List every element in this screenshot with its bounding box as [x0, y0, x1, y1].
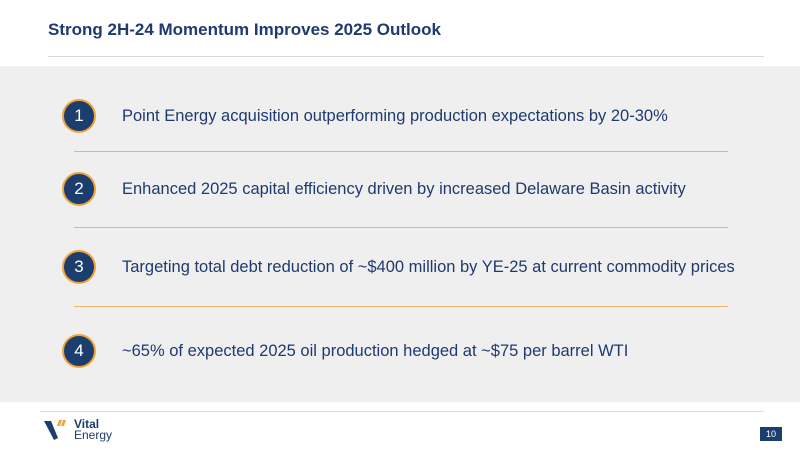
page-number-badge: 10 — [760, 427, 782, 441]
footer-divider — [40, 411, 764, 412]
logo-text-line2: Energy — [74, 428, 113, 442]
item-divider — [74, 151, 728, 152]
list-item-text: Enhanced 2025 capital efficiency driven … — [122, 179, 686, 198]
slide-title: Strong 2H-24 Momentum Improves 2025 Outl… — [48, 20, 441, 39]
list-item-text: Targeting total debt reduction of ~$400 … — [122, 257, 735, 276]
list-item: 1 Point Energy acquisition outperforming… — [62, 97, 668, 135]
list-item-text: ~65% of expected 2025 oil production hed… — [122, 341, 629, 360]
content-panel: 1 Point Energy acquisition outperforming… — [0, 66, 800, 402]
list-item: 2 Enhanced 2025 capital efficiency drive… — [62, 170, 686, 208]
list-item-text: Point Energy acquisition outperforming p… — [122, 106, 668, 125]
company-logo: Vital Energy — [44, 418, 112, 442]
number-badge: 1 — [62, 99, 96, 133]
item-divider — [74, 227, 728, 228]
logo-text-line1: Vital — [74, 417, 100, 431]
list-item: 4 ~65% of expected 2025 oil production h… — [62, 332, 628, 370]
number-badge: 3 — [62, 250, 96, 284]
title-divider — [48, 56, 764, 57]
number-badge: 4 — [62, 334, 96, 368]
number-badge: 2 — [62, 172, 96, 206]
vital-energy-logo-icon — [44, 420, 66, 440]
item-divider — [74, 306, 728, 307]
list-item: 3 Targeting total debt reduction of ~$40… — [62, 248, 735, 286]
